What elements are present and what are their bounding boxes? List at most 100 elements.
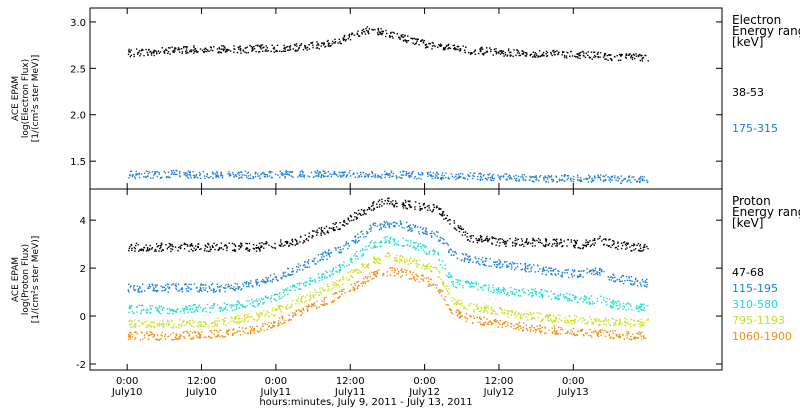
data-point [496, 292, 499, 294]
data-point [397, 272, 400, 274]
data-point [566, 245, 568, 247]
data-point [284, 321, 286, 324]
data-point [380, 228, 382, 230]
data-point [595, 319, 597, 322]
data-point [193, 174, 196, 177]
data-point [415, 260, 418, 262]
data-point [567, 319, 569, 322]
data-point [635, 55, 638, 57]
data-point [156, 290, 158, 292]
data-point [612, 337, 614, 340]
data-point [459, 176, 461, 178]
data-point [622, 179, 624, 181]
data-point [573, 274, 575, 277]
data-point [271, 171, 273, 173]
data-point [555, 175, 557, 177]
data-point [545, 50, 548, 52]
data-point [556, 238, 558, 240]
data-point [256, 284, 258, 286]
data-point [408, 278, 411, 280]
data-point [199, 48, 202, 50]
data-point [576, 275, 579, 277]
data-point [334, 172, 336, 175]
data-point [260, 280, 262, 283]
data-point [540, 55, 543, 57]
data-point [140, 173, 143, 175]
data-point [379, 31, 382, 34]
data-point [637, 307, 639, 309]
data-point [500, 175, 502, 177]
data-point [370, 230, 372, 232]
data-point [268, 321, 270, 324]
data-point [612, 277, 614, 279]
data-point [151, 171, 154, 173]
data-point [399, 255, 401, 258]
data-point [443, 49, 446, 51]
data-point [573, 332, 575, 335]
data-point [561, 328, 564, 331]
data-point [509, 286, 512, 289]
data-point [444, 48, 446, 50]
data-point [452, 44, 454, 47]
data-point [299, 288, 301, 290]
data-point [432, 284, 434, 286]
data-point [402, 170, 404, 172]
data-point [413, 242, 415, 244]
data-point [134, 331, 136, 333]
data-point [221, 175, 224, 177]
data-point [186, 285, 189, 288]
data-point [223, 48, 225, 51]
data-point [347, 279, 350, 281]
data-point [560, 275, 562, 277]
data-point [436, 205, 438, 207]
data-point [338, 290, 341, 293]
data-point [129, 324, 131, 327]
data-point [146, 311, 149, 313]
data-point [516, 52, 519, 54]
data-point [300, 282, 302, 284]
data-point [318, 277, 321, 280]
data-point [416, 275, 418, 277]
data-point [475, 237, 477, 240]
data-point [229, 287, 231, 289]
data-point [278, 317, 281, 319]
data-point [536, 54, 538, 57]
data-point [330, 251, 333, 254]
data-point [460, 299, 462, 302]
data-point [188, 305, 190, 307]
data-point [422, 42, 425, 44]
data-point [525, 55, 528, 57]
data-point [604, 178, 607, 181]
data-point [301, 301, 303, 303]
data-point [334, 292, 337, 294]
data-point [598, 176, 600, 178]
data-point [268, 244, 270, 246]
data-point [470, 235, 473, 237]
data-point [131, 320, 134, 322]
data-point [188, 174, 190, 176]
data-point [334, 282, 336, 284]
data-point [545, 53, 547, 55]
data-point [611, 302, 614, 304]
data-point [357, 233, 359, 235]
data-point [538, 179, 540, 182]
data-point [446, 285, 448, 287]
data-point [264, 50, 266, 52]
data-point [477, 239, 479, 241]
data-point [247, 175, 250, 177]
data-point [441, 174, 443, 176]
data-point [390, 201, 392, 203]
data-point [543, 54, 545, 57]
data-point [405, 207, 407, 209]
data-point [449, 219, 451, 221]
data-point [387, 222, 389, 224]
data-point [534, 52, 536, 54]
data-point [614, 247, 617, 249]
data-point [594, 320, 596, 323]
data-point [142, 304, 144, 307]
data-point [171, 320, 174, 322]
data-point [374, 224, 376, 227]
data-point [228, 171, 230, 173]
data-point [563, 175, 565, 178]
data-point [583, 178, 585, 180]
